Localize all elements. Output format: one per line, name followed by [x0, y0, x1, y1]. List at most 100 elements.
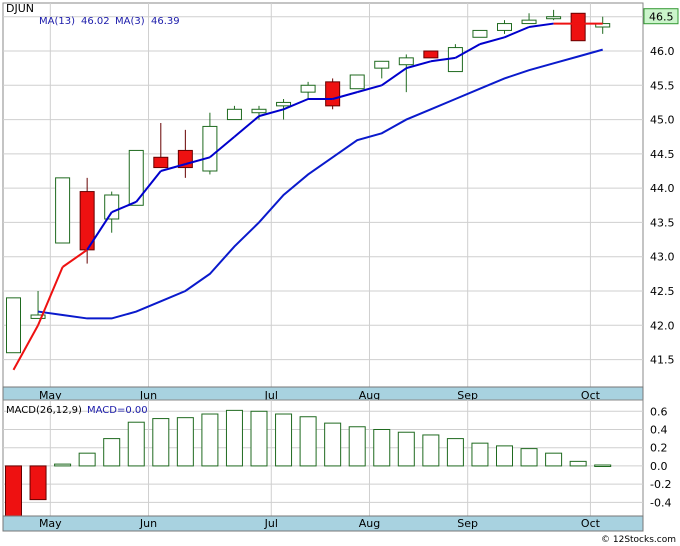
- price-tick-label: 45.5: [650, 79, 675, 92]
- macd-bar-positive: [54, 463, 72, 467]
- macd-bar-positive: [373, 428, 391, 467]
- ma3-line-segment: [332, 91, 358, 100]
- macd-tick-label: 0.6: [650, 405, 668, 418]
- ticker-label: DJUN: [6, 2, 34, 15]
- candle-body-up: [521, 19, 537, 25]
- candle-body-up: [497, 23, 512, 31]
- candle-body-up: [472, 29, 488, 38]
- macd-bar-positive: [176, 417, 194, 467]
- month-label: Oct: [581, 389, 601, 402]
- macd-bar-positive: [397, 431, 415, 467]
- candle-body-up: [128, 149, 144, 206]
- macd-month-label: Oct: [581, 517, 601, 530]
- macd-bar-positive: [225, 409, 243, 467]
- ma3-line-segment: [258, 108, 284, 118]
- macd-bar-positive: [422, 434, 440, 467]
- macd-bar-negative: [29, 465, 47, 501]
- macd-tick-label: 0.2: [650, 442, 668, 455]
- macd-month-label: May: [39, 517, 62, 530]
- ma3-line-segment: [209, 135, 236, 159]
- macd-bar-positive: [275, 413, 293, 467]
- macd-bar-positive: [78, 452, 96, 467]
- candle-body-up: [202, 125, 218, 172]
- macd-legend-value: MACD=0.00: [87, 405, 148, 416]
- macd-bar-positive: [569, 460, 587, 467]
- candle-body-up: [6, 297, 21, 354]
- macd-month-label: Jul: [264, 517, 278, 530]
- month-label: Sep: [457, 389, 478, 402]
- candle-body-up: [300, 84, 316, 93]
- price-tick-label: 42.5: [650, 285, 675, 298]
- price-tick-label: 44.5: [650, 148, 675, 161]
- macd-x-axis-band: [2, 515, 644, 532]
- ma13-line: [37, 48, 603, 320]
- candle-body-down: [153, 156, 169, 169]
- macd-tick-label: -0.2: [650, 478, 671, 491]
- ma3-line-segment: [430, 56, 456, 63]
- candle-body-up: [30, 314, 46, 319]
- ma3-line-segment: [528, 22, 554, 28]
- ma3-line-segment: [504, 26, 530, 39]
- candle-body-up: [349, 74, 365, 90]
- ma3-line-segment: [135, 170, 162, 203]
- candle-body-up: [104, 194, 120, 220]
- month-label: Jul: [264, 389, 278, 402]
- macd-bar-negative: [5, 465, 22, 517]
- macd-panel: 0.6 0.4 0.2 0.0 -0.2 -0.4 May Jun Jul Aug Sep Oct: [2, 399, 671, 532]
- macd-bar-positive: [520, 448, 538, 467]
- month-label: May: [39, 389, 62, 402]
- macd-bar-positive: [152, 418, 170, 467]
- ma13-legend-value: 46.02: [81, 16, 110, 27]
- ma3-line-segment: [86, 211, 113, 251]
- month-label: Jun: [139, 389, 157, 402]
- ma3-legend-label: MA(3): [115, 16, 145, 27]
- candle-body-up: [55, 177, 71, 244]
- macd-bar-positive: [127, 421, 145, 467]
- macd-tick-label: 0.0: [650, 460, 668, 473]
- ma3-line-segment: [111, 200, 137, 214]
- macd-bar-positive: [446, 438, 464, 467]
- ma3-line-segment-red: [37, 266, 64, 326]
- candle-body-up: [276, 101, 292, 107]
- candle-body-up: [447, 47, 463, 73]
- candle-body-up: [251, 108, 267, 114]
- macd-bar-positive: [324, 422, 342, 467]
- macd-bar-positive: [201, 413, 219, 467]
- price-tick-label: 45.0: [650, 114, 675, 127]
- ma3-line-segment-red: [12, 324, 39, 371]
- last-price-badge: [643, 8, 679, 25]
- candle-body-up: [226, 108, 242, 121]
- macd-bar-positive: [103, 438, 121, 467]
- ma3-line-segment: [356, 84, 383, 94]
- ma3-line-segment: [381, 67, 407, 87]
- ma3-line-segment: [479, 36, 505, 46]
- candle-body-up: [374, 60, 390, 69]
- last-price-label: 46.5: [649, 11, 674, 24]
- candle-body-down: [325, 81, 341, 107]
- ma3-line-segment-red: [62, 249, 88, 268]
- macd-tick-label: -0.4: [650, 496, 671, 509]
- candle-body-up: [398, 57, 414, 66]
- macd-tick-label: 0.4: [650, 423, 668, 436]
- macd-bar-positive: [299, 416, 317, 467]
- price-tick-label: 44.0: [650, 182, 675, 195]
- macd-bar-positive: [471, 442, 489, 467]
- ma3-line-segment: [185, 156, 211, 166]
- macd-month-label: Jun: [139, 517, 157, 530]
- month-label: Aug: [359, 389, 380, 402]
- macd-bar-positive: [594, 464, 612, 468]
- candle-body-up: [546, 16, 562, 20]
- macd-legend-label: MACD(26,12,9): [6, 405, 82, 416]
- macd-bar-positive: [250, 410, 268, 467]
- price-tick-label: 41.5: [650, 354, 675, 367]
- macd-month-label: Aug: [359, 517, 380, 530]
- price-tick-label: 42.0: [650, 319, 675, 332]
- ma13-legend-label: MA(13): [39, 16, 75, 27]
- ma3-line-segment: [406, 60, 432, 70]
- price-tick-label: 43.5: [650, 216, 675, 229]
- price-plot-area: [2, 2, 644, 388]
- price-tick-label: 43.0: [650, 251, 675, 264]
- price-tick-label: 46.0: [650, 45, 675, 58]
- ma3-line-segment: [454, 43, 481, 59]
